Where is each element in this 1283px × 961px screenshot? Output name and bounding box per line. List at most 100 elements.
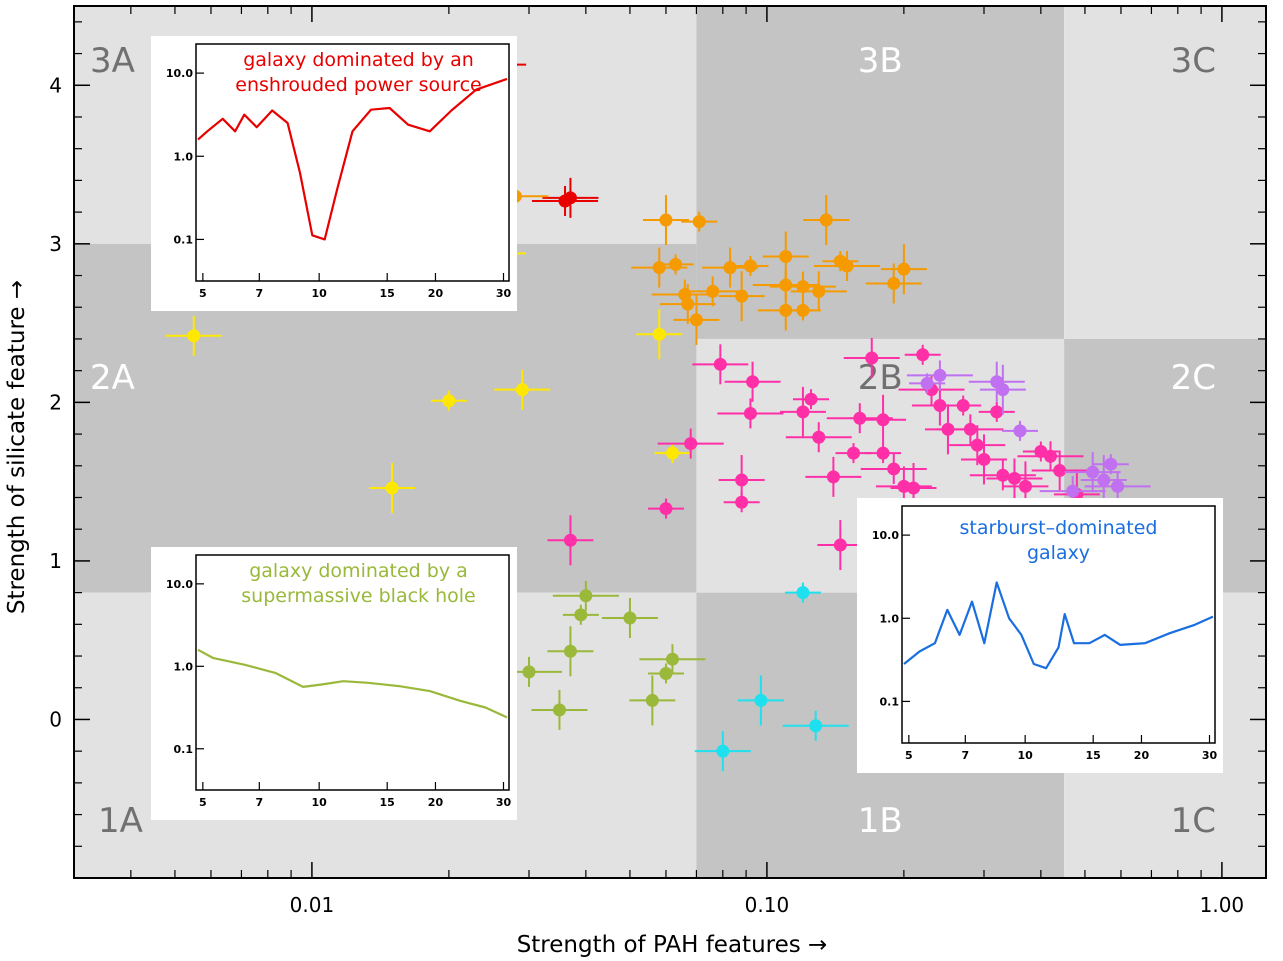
point-marker <box>652 261 666 275</box>
point-marker <box>681 297 695 311</box>
data-point <box>860 394 907 445</box>
data-point <box>654 443 691 464</box>
point-marker <box>1066 484 1080 498</box>
point-marker <box>897 262 911 276</box>
inset-title-line: galaxy dominated by an <box>243 49 474 71</box>
data-point <box>1031 450 1088 491</box>
inset-x-tick-label: 30 <box>496 796 512 809</box>
data-point <box>673 294 720 345</box>
data-point <box>562 604 599 625</box>
zone-label-2a: 2A <box>90 358 135 398</box>
inset-x-tick-label: 15 <box>380 796 395 809</box>
point-marker <box>665 446 679 460</box>
inset-spectrum <box>197 77 508 241</box>
point-marker <box>796 586 810 600</box>
data-point <box>718 271 765 322</box>
data-point <box>784 582 821 603</box>
inset-title-line: galaxy dominated by a <box>249 560 468 582</box>
data-point <box>552 580 619 611</box>
point-marker <box>1097 473 1111 487</box>
y-tick-label: 0 <box>49 707 62 731</box>
inset-y-tick-label: 0.1 <box>174 743 194 756</box>
data-point <box>784 300 821 321</box>
plot-frame <box>73 5 1267 879</box>
point-marker <box>1104 457 1118 471</box>
y-tick-label: 1 <box>49 549 62 573</box>
point-marker <box>552 703 566 717</box>
point-marker <box>796 405 810 419</box>
inset-x-tick-label: 15 <box>1086 749 1101 762</box>
point-marker <box>735 289 749 303</box>
inset-x-tick-label: 10 <box>312 796 328 809</box>
inset-y-tick-label: 10.0 <box>166 578 193 591</box>
point-marker <box>826 470 840 484</box>
plot-border <box>73 5 1267 879</box>
point-marker <box>840 259 854 273</box>
zone-label-1b: 1B <box>858 801 903 841</box>
point-marker <box>652 327 666 341</box>
inset-x-tick-label: 30 <box>496 287 512 300</box>
data-point <box>779 386 826 437</box>
inset-panel: 10.0 1.0 0.1 5 7 10 15 20 30 galaxy dominated by … <box>151 36 517 311</box>
point-marker <box>779 278 793 292</box>
point-marker <box>1013 424 1027 438</box>
data-point <box>860 453 927 484</box>
point-marker <box>735 495 749 509</box>
point-marker <box>1034 445 1048 459</box>
data-point <box>793 389 830 410</box>
point-marker <box>187 329 201 343</box>
point-marker <box>796 303 810 317</box>
data-point <box>692 344 749 385</box>
point-marker <box>669 257 683 271</box>
point-marker <box>442 394 456 408</box>
point-marker <box>796 280 810 294</box>
point-marker <box>735 473 749 487</box>
inset-layer: 10.0 1.0 0.1 5 7 10 15 20 30 galaxy dominated by … <box>151 36 1223 820</box>
data-point <box>762 231 809 282</box>
zone-label-3a: 3A <box>90 41 135 81</box>
point-marker <box>970 438 984 452</box>
data-point <box>790 271 847 312</box>
data-point <box>880 244 927 295</box>
point-marker <box>847 446 861 460</box>
data-point <box>1002 420 1039 441</box>
x-tick-label: 0.01 <box>290 893 335 917</box>
inset-spectrum <box>197 648 508 719</box>
data-point <box>1084 471 1151 502</box>
point-marker <box>684 437 698 451</box>
zone-3c <box>1064 6 1266 339</box>
data-point <box>657 428 724 459</box>
point-marker <box>933 399 947 413</box>
inset-panel: 10.0 1.0 0.1 5 7 10 15 20 30 galaxy dominated by … <box>151 547 517 820</box>
y-axis-title: Strength of silicate feature → <box>4 280 30 614</box>
point-marker <box>659 213 673 227</box>
data-point <box>647 498 684 519</box>
inset-y-tick-label: 10.0 <box>872 529 899 542</box>
inset-y-tick-label: 1.0 <box>174 660 194 673</box>
inset-x-tick-label: 20 <box>1134 749 1150 762</box>
point-marker <box>853 411 867 425</box>
x-tick-label: 0.10 <box>745 893 790 917</box>
zone-label-layer: 3A 3B 3C 2A 2B 2C 1A 1B 1C <box>90 41 1216 841</box>
data-point <box>369 462 416 513</box>
data-point <box>694 731 751 772</box>
y-tick-label: 3 <box>49 232 62 256</box>
point-marker <box>659 666 673 680</box>
point-marker <box>1043 449 1057 463</box>
point-marker <box>746 375 760 389</box>
point-marker <box>743 259 757 273</box>
data-point <box>681 211 718 232</box>
y-tick-label: 2 <box>49 390 62 414</box>
point-marker <box>996 383 1010 397</box>
point-marker <box>659 502 673 516</box>
inset-frame <box>901 505 1216 744</box>
inset-x-tick-label: 15 <box>380 287 395 300</box>
point-marker <box>812 284 826 298</box>
data-point <box>657 254 694 275</box>
point-marker <box>723 261 737 275</box>
point-marker <box>1053 464 1067 478</box>
data-point <box>978 401 1015 422</box>
inset-title-line: galaxy <box>1027 542 1090 564</box>
point-marker <box>990 405 1004 419</box>
inset-spectrum <box>903 581 1214 670</box>
